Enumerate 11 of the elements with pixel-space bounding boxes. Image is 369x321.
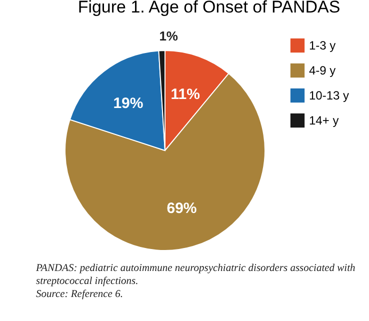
data-label: 1% (159, 28, 178, 44)
source-note: Source: Reference 6. (36, 288, 124, 301)
text: PANDAS: pediatric autoimmune neuropsychiatric disorders associated with streptococcal infections. (36, 262, 356, 288)
legend-label: 4-9 y (309, 64, 336, 78)
data-label: 19% (113, 95, 144, 112)
legend-label: 10-13 y (309, 88, 350, 102)
data-label: 11% (170, 86, 200, 104)
data-label: 69% (166, 200, 197, 218)
legend-label: 14+ y (309, 114, 339, 128)
legend-label: 1-3 y (309, 38, 336, 52)
chart-title: Figure 1. Age of Onset of PANDAS (78, 0, 340, 17)
